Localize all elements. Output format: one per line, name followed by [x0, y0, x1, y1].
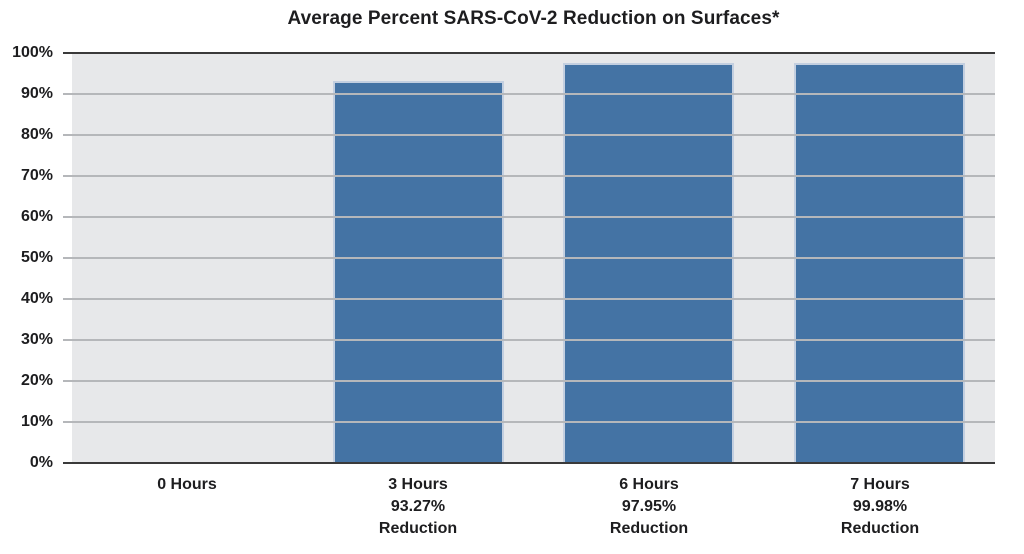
x-category-label-line: Reduction [378, 520, 458, 537]
x-category-label-line: 97.95% [621, 498, 677, 515]
bar-3-hours [333, 81, 504, 463]
gridline-30% [63, 339, 995, 341]
x-category-label-3-hours: 3 Hours 93.27% Reduction [303, 474, 533, 540]
y-tick-label-60%: 60% [20, 208, 53, 225]
gridline-50% [63, 257, 995, 259]
y-tick-label-90%: 90% [20, 85, 53, 102]
gridline-20% [63, 380, 995, 382]
y-tick-label-30%: 30% [20, 331, 53, 348]
y-tick-label-80%: 80% [20, 126, 53, 143]
gridline-10% [63, 421, 995, 423]
y-tick-label-0%: 0% [29, 454, 53, 471]
y-tick-label-40%: 40% [20, 290, 53, 307]
y-tick-label-10%: 10% [20, 413, 53, 430]
gridline-90% [63, 93, 995, 95]
x-category-label-line: 3 Hours [388, 476, 448, 493]
y-tick-label-20%: 20% [20, 372, 53, 389]
x-category-label-line: 99.98% [852, 498, 908, 515]
x-category-label-6-hours: 6 Hours 97.95% Reduction [534, 474, 764, 540]
x-category-label-0-hours: 0 Hours [72, 474, 302, 496]
x-category-label-line: 6 Hours [619, 476, 679, 493]
axis-line-0% [63, 462, 995, 464]
y-tick-label-50%: 50% [20, 249, 53, 266]
gridline-60% [63, 216, 995, 218]
gridline-40% [63, 298, 995, 300]
x-category-label-line: 7 Hours [850, 476, 910, 493]
y-tick-label-70%: 70% [20, 167, 53, 184]
gridline-70% [63, 175, 995, 177]
x-category-label-line: 93.27% [390, 498, 446, 515]
gridline-80% [63, 134, 995, 136]
x-category-label-line: Reduction [840, 520, 920, 537]
axis-line-100% [63, 52, 995, 54]
bar-6-hours [563, 63, 734, 463]
x-category-label-line: 0 Hours [157, 476, 217, 493]
bar-7-hours [794, 63, 965, 463]
y-tick-label-100%: 100% [12, 44, 53, 61]
x-category-label-line: Reduction [609, 520, 689, 537]
plot-area [63, 52, 995, 464]
x-category-label-7-hours: 7 Hours 99.98% Reduction [765, 474, 995, 540]
chart-title: Average Percent SARS-CoV-2 Reduction on … [287, 8, 780, 29]
